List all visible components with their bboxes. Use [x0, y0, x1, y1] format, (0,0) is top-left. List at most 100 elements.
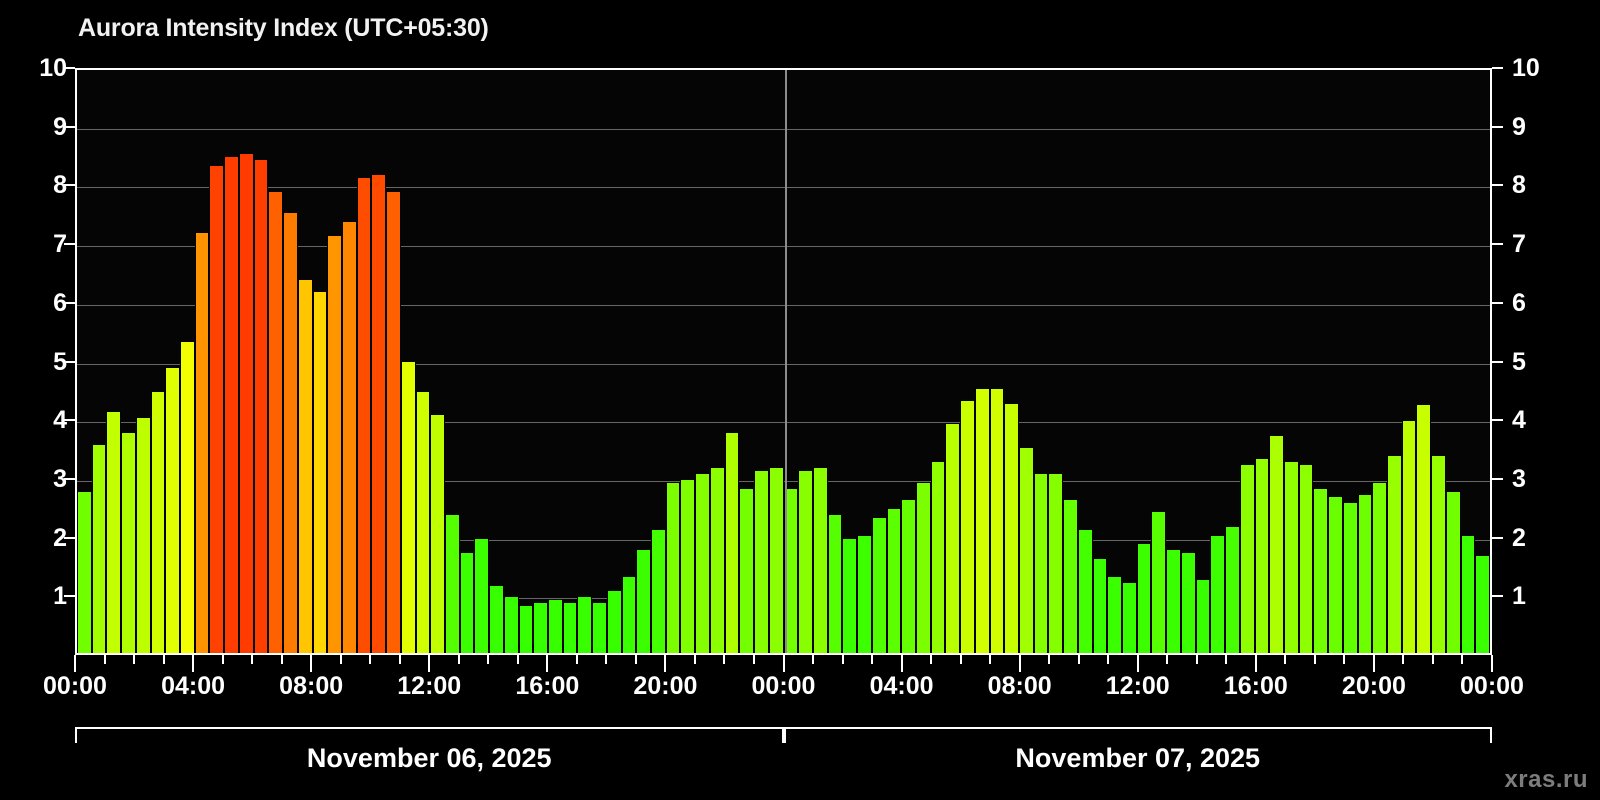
- x-tick-10: [369, 655, 371, 664]
- day-divider: [784, 70, 787, 653]
- x-tick-40: [1255, 655, 1257, 672]
- x-tick-17: [576, 655, 578, 664]
- bar: [606, 591, 622, 653]
- y-tick-label-right-9: 9: [1512, 112, 1526, 141]
- bar: [739, 488, 755, 653]
- y-tick-label-right-2: 2: [1512, 523, 1526, 552]
- bar: [1269, 435, 1284, 653]
- y-tick-label-right-5: 5: [1512, 347, 1526, 376]
- bar: [768, 468, 784, 653]
- y-tick-mark-right-9: [1492, 125, 1503, 128]
- bar: [1328, 497, 1343, 653]
- bar: [1225, 526, 1240, 653]
- bar: [1122, 582, 1137, 653]
- x-tick-43: [1343, 655, 1345, 664]
- y-tick-label-left-10: 10: [39, 54, 67, 82]
- x-tick-39: [1225, 655, 1227, 664]
- page-title: Aurora Intensity Index (UTC+05:30): [78, 14, 489, 42]
- x-tick-6: [251, 655, 253, 664]
- x-tick-14: [487, 655, 489, 664]
- bar: [1210, 535, 1226, 653]
- bar: [577, 597, 593, 653]
- bar: [135, 418, 151, 653]
- bar: [194, 233, 210, 653]
- x-tick-21: [694, 655, 696, 664]
- x-tick-16: [546, 655, 548, 672]
- bar: [518, 606, 534, 653]
- y-tick-mark-right-8: [1492, 184, 1503, 187]
- bar: [974, 388, 990, 653]
- x-tick-27: [871, 655, 873, 664]
- x-tick-48: [1491, 655, 1493, 672]
- watermark: xras.ru: [1504, 766, 1588, 793]
- bar: [444, 515, 460, 653]
- bar: [1313, 488, 1329, 653]
- gridline-4: [77, 422, 1490, 424]
- bar: [297, 280, 313, 653]
- bar: [209, 165, 225, 653]
- x-tick-35: [1107, 655, 1109, 664]
- bar: [945, 424, 961, 653]
- y-tick-mark-right-1: [1492, 595, 1503, 598]
- y-tick-label-left-3: 3: [53, 464, 67, 493]
- bar: [783, 488, 799, 653]
- y-tick-mark-right-10: [1492, 67, 1503, 69]
- bar: [636, 550, 652, 653]
- x-tick-23: [753, 655, 755, 664]
- bar: [886, 509, 902, 653]
- day-label-2: November 07, 2025: [1015, 743, 1261, 773]
- x-axis-label-8: 08:00: [987, 672, 1052, 700]
- bar: [459, 553, 475, 653]
- bar: [1342, 503, 1358, 653]
- y-tick-label-right-6: 6: [1512, 288, 1526, 317]
- x-tick-26: [842, 655, 844, 664]
- x-tick-2: [133, 655, 135, 664]
- bar: [1063, 500, 1078, 653]
- gridline-9: [77, 128, 1490, 130]
- x-tick-0: [74, 655, 76, 672]
- bar: [1357, 494, 1373, 653]
- x-axis-label-7: 04:00: [869, 672, 934, 700]
- x-axis-label-11: 20:00: [1341, 672, 1406, 700]
- bar: [312, 292, 328, 653]
- x-axis-label-12: 00:00: [1460, 672, 1524, 700]
- bar: [1019, 447, 1034, 653]
- bar: [371, 174, 387, 653]
- y-tick-label-left-1: 1: [53, 582, 67, 611]
- y-tick-mark-left-10: [64, 67, 75, 69]
- bar: [268, 192, 284, 653]
- bar: [474, 538, 490, 653]
- bar: [665, 482, 681, 653]
- x-tick-38: [1196, 655, 1198, 664]
- x-tick-37: [1166, 655, 1168, 664]
- y-tick-label-left-2: 2: [53, 523, 67, 552]
- x-tick-8: [310, 655, 312, 672]
- y-tick-mark-left-1: [64, 595, 75, 598]
- y-tick-mark-left-8: [64, 184, 75, 187]
- bar: [1401, 421, 1417, 653]
- bar: [415, 391, 431, 653]
- y-tick-label-right-4: 4: [1512, 406, 1526, 435]
- bar: [341, 221, 357, 653]
- gridline-7: [77, 246, 1490, 248]
- x-tick-4: [192, 655, 194, 672]
- bar: [680, 479, 696, 653]
- x-axis-label-10: 16:00: [1223, 672, 1288, 700]
- bar: [651, 529, 666, 653]
- y-tick-mark-right-2: [1492, 536, 1503, 539]
- bar: [253, 159, 269, 653]
- bar: [165, 368, 181, 653]
- x-tick-25: [812, 655, 814, 664]
- bar: [548, 600, 563, 653]
- y-tick-mark-right-7: [1492, 243, 1503, 246]
- y-tick-mark-left-4: [64, 419, 75, 422]
- x-tick-20: [664, 655, 666, 672]
- bar: [621, 576, 637, 653]
- y-tick-mark-left-3: [64, 477, 75, 480]
- y-tick-mark-right-4: [1492, 419, 1503, 422]
- x-tick-13: [458, 655, 460, 664]
- x-axis-label-2: 08:00: [279, 672, 344, 700]
- bar: [798, 471, 813, 653]
- bar: [283, 212, 298, 653]
- bar: [1283, 462, 1299, 653]
